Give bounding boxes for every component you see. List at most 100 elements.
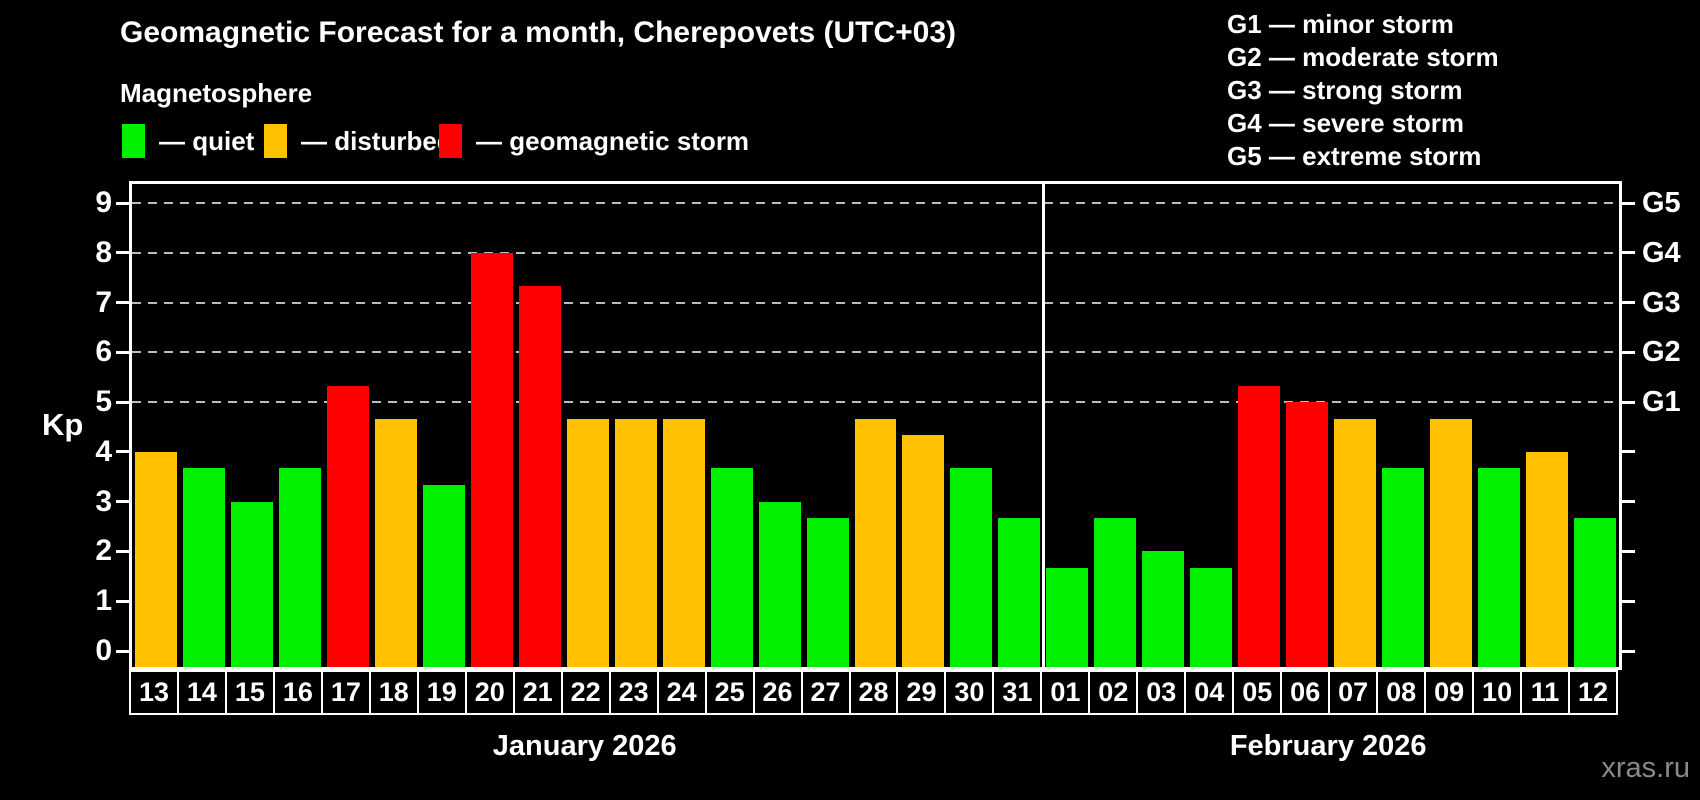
- kp-bar-17: [326, 385, 369, 667]
- storm-scale-legend-line: G5 — extreme storm: [1227, 141, 1482, 171]
- y-axis-tick-label: 3: [95, 484, 112, 518]
- right-axis-label-G4: G4: [1642, 236, 1681, 269]
- gridline-kp5: [132, 401, 1619, 404]
- kp-bar-03: [1142, 551, 1185, 667]
- day-label-cell: 04: [1184, 670, 1235, 715]
- y-axis-tick-right: [1622, 201, 1635, 205]
- y-axis-tick-label: 0: [95, 634, 112, 668]
- day-label-cell: 25: [704, 670, 755, 715]
- y-axis-tick-label: 9: [95, 186, 112, 219]
- kp-bar-11: [1526, 451, 1569, 667]
- day-label-cell: 24: [656, 670, 707, 715]
- day-label-cell: 27: [800, 670, 851, 715]
- day-label-cell: 10: [1472, 670, 1523, 715]
- right-axis-label-G2: G2: [1642, 336, 1681, 369]
- kp-bar-19: [422, 485, 465, 667]
- kp-bar-06: [1286, 402, 1329, 667]
- day-label-cell: 09: [1424, 670, 1475, 715]
- kp-bar-26: [758, 501, 801, 667]
- day-label-cell: 15: [224, 670, 275, 715]
- storm-color-swatch: [439, 124, 462, 158]
- watermark-link[interactable]: xras.ru: [1601, 752, 1690, 784]
- gridline-kp9: [132, 202, 1619, 204]
- legend-item-disturbed: — disturbed: [264, 124, 453, 158]
- legend-item-storm: — geomagnetic storm: [439, 124, 749, 158]
- kp-bar-28: [854, 418, 897, 667]
- chart-subtitle: Magnetosphere: [120, 78, 313, 108]
- kp-bar-22: [566, 418, 609, 667]
- kp-bar-12: [1574, 518, 1616, 667]
- y-axis-tick-label: 6: [95, 335, 112, 369]
- kp-bar-01: [1046, 567, 1089, 667]
- kp-bar-15: [230, 501, 273, 667]
- kp-bar-31: [998, 518, 1041, 667]
- kp-bar-04: [1190, 567, 1233, 667]
- right-axis-label-G3: G3: [1642, 286, 1681, 319]
- y-axis-tick-right: [1622, 400, 1635, 404]
- legend-label-disturbed: — disturbed: [301, 125, 453, 156]
- y-axis-tick-left: [116, 400, 129, 404]
- kp-bar-30: [950, 468, 993, 667]
- month-label-january: January 2026: [492, 730, 677, 762]
- legend-label-storm: — geomagnetic storm: [476, 125, 750, 156]
- y-axis-tick-right: [1622, 599, 1635, 603]
- kp-bar-10: [1478, 468, 1521, 667]
- day-label-cell: 05: [1232, 670, 1283, 715]
- y-axis-tick-right: [1622, 450, 1635, 454]
- y-axis-tick-label: 2: [95, 534, 112, 568]
- gridline-kp7: [132, 301, 1619, 304]
- y-axis-tick-right: [1622, 301, 1635, 305]
- y-axis-tick-label: 7: [95, 285, 112, 319]
- y-axis-tick-left: [116, 549, 129, 553]
- y-axis-tick-left: [116, 301, 129, 305]
- day-label-cell: 19: [416, 670, 467, 715]
- right-axis-label-G5: G5: [1642, 187, 1681, 219]
- kp-bar-16: [278, 468, 321, 667]
- kp-bar-23: [614, 418, 657, 667]
- month-divider-line: [1041, 184, 1045, 667]
- day-label-cell: 18: [368, 670, 419, 715]
- kp-bar-29: [902, 435, 945, 667]
- y-axis-tick-left: [116, 500, 129, 504]
- y-axis-tick-left: [116, 599, 129, 603]
- storm-scale-legend-line: G1 — minor storm: [1227, 9, 1454, 39]
- y-axis-tick-right: [1622, 549, 1635, 553]
- day-label-cell: 22: [560, 670, 611, 715]
- day-label-cell: 03: [1136, 670, 1187, 715]
- kp-bar-07: [1334, 418, 1377, 667]
- day-label-cell: 26: [752, 670, 803, 715]
- day-label-cell: 17: [320, 670, 371, 715]
- day-label-cell: 29: [896, 670, 947, 715]
- chart-title: Geomagnetic Forecast for a month, Cherep…: [120, 16, 957, 49]
- day-label-cell: 07: [1328, 670, 1379, 715]
- y-axis-tick-label: 4: [95, 434, 112, 468]
- day-label-cell: 13: [129, 670, 179, 715]
- kp-bar-08: [1382, 468, 1425, 667]
- gridline-kp8: [132, 251, 1619, 254]
- day-label-cell: 20: [464, 670, 515, 715]
- gridline-kp6: [132, 351, 1619, 354]
- kp-bar-27: [806, 518, 849, 667]
- storm-scale-legend-line: G4 — severe storm: [1227, 108, 1465, 138]
- day-label-cell: 28: [848, 670, 899, 715]
- day-label-cell: 16: [272, 670, 323, 715]
- day-label-cell: 30: [944, 670, 995, 715]
- legend-item-quiet: — quiet: [122, 124, 254, 158]
- kp-bar-18: [374, 418, 417, 667]
- storm-scale-legend-line: G2 — moderate storm: [1227, 42, 1499, 72]
- y-axis-tick-left: [116, 649, 129, 653]
- y-axis-tick-right: [1622, 251, 1635, 255]
- y-axis-title: Kp: [42, 407, 84, 442]
- legend-label-quiet: — quiet: [159, 125, 255, 156]
- quiet-color-swatch: [122, 124, 145, 158]
- kp-bar-25: [710, 468, 753, 667]
- day-label-cell: 06: [1280, 670, 1331, 715]
- kp-bar-14: [182, 468, 225, 667]
- disturbed-color-swatch: [264, 124, 287, 158]
- day-label-cell: 08: [1376, 670, 1427, 715]
- day-label-cell: 12: [1568, 670, 1618, 715]
- day-label-cell: 31: [992, 670, 1043, 715]
- day-label-cell: 02: [1088, 670, 1139, 715]
- day-label-cell: 01: [1040, 670, 1091, 715]
